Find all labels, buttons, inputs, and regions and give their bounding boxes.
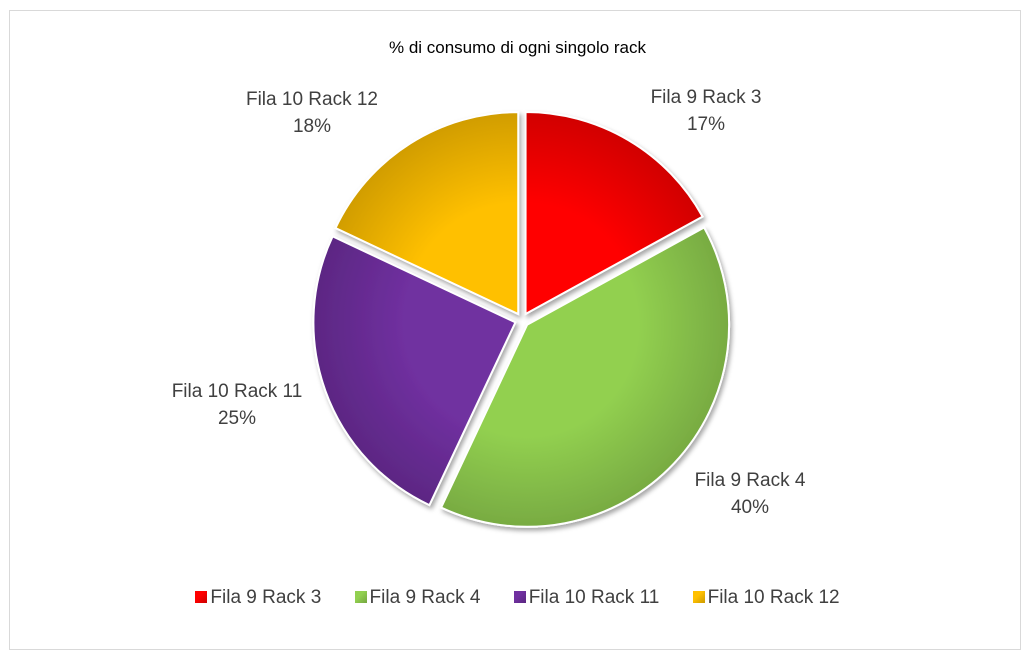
legend-label: Fila 9 Rack 3	[210, 587, 322, 608]
slice-fila-9-rack-3	[524, 110, 704, 316]
legend-label: Fila 9 Rack 4	[369, 587, 481, 608]
legend-item: Fila 9 Rack 4	[354, 587, 481, 609]
legend-swatch	[195, 591, 208, 603]
data-label-value: 25%	[217, 408, 257, 429]
legend-item: Fila 9 Rack 3	[195, 587, 321, 609]
slice-fila-10-rack-11	[312, 235, 517, 507]
legend-swatch	[692, 591, 705, 603]
data-label-fila-10-rack-11: Fila 10 Rack 11 25%	[147, 378, 327, 432]
data-label-fila-10-rack-12: Fila 10 Rack 12 18%	[222, 86, 402, 140]
slice-fila-9-rack-4	[439, 226, 731, 528]
data-label-category: Fila 9 Rack 4	[694, 470, 806, 491]
data-label-category: Fila 10 Rack 12	[245, 89, 378, 110]
data-label-category: Fila 10 Rack 11	[171, 381, 303, 402]
legend: Fila 9 Rack 3 Fila 9 Rack 4 Fila 10 Rack…	[0, 587, 1035, 609]
data-label-value: 17%	[686, 114, 726, 135]
legend-swatch	[354, 591, 367, 603]
legend-item: Fila 10 Rack 12	[692, 587, 840, 609]
legend-item: Fila 10 Rack 11	[513, 587, 660, 609]
data-label-value: 18%	[292, 116, 332, 137]
chart-title: % di consumo di ogni singolo rack	[388, 38, 647, 57]
slice-fila-10-rack-12	[334, 111, 520, 316]
legend-label: Fila 10 Rack 11	[528, 587, 660, 608]
legend-swatch	[513, 591, 526, 603]
pie-chart	[312, 110, 731, 528]
legend-label: Fila 10 Rack 12	[707, 587, 840, 608]
data-label-category: Fila 9 Rack 3	[650, 87, 762, 108]
data-label-fila-9-rack-3: Fila 9 Rack 3 17%	[616, 84, 796, 138]
data-label-fila-9-rack-4: Fila 9 Rack 4 40%	[660, 467, 840, 521]
data-label-value: 40%	[730, 497, 770, 518]
